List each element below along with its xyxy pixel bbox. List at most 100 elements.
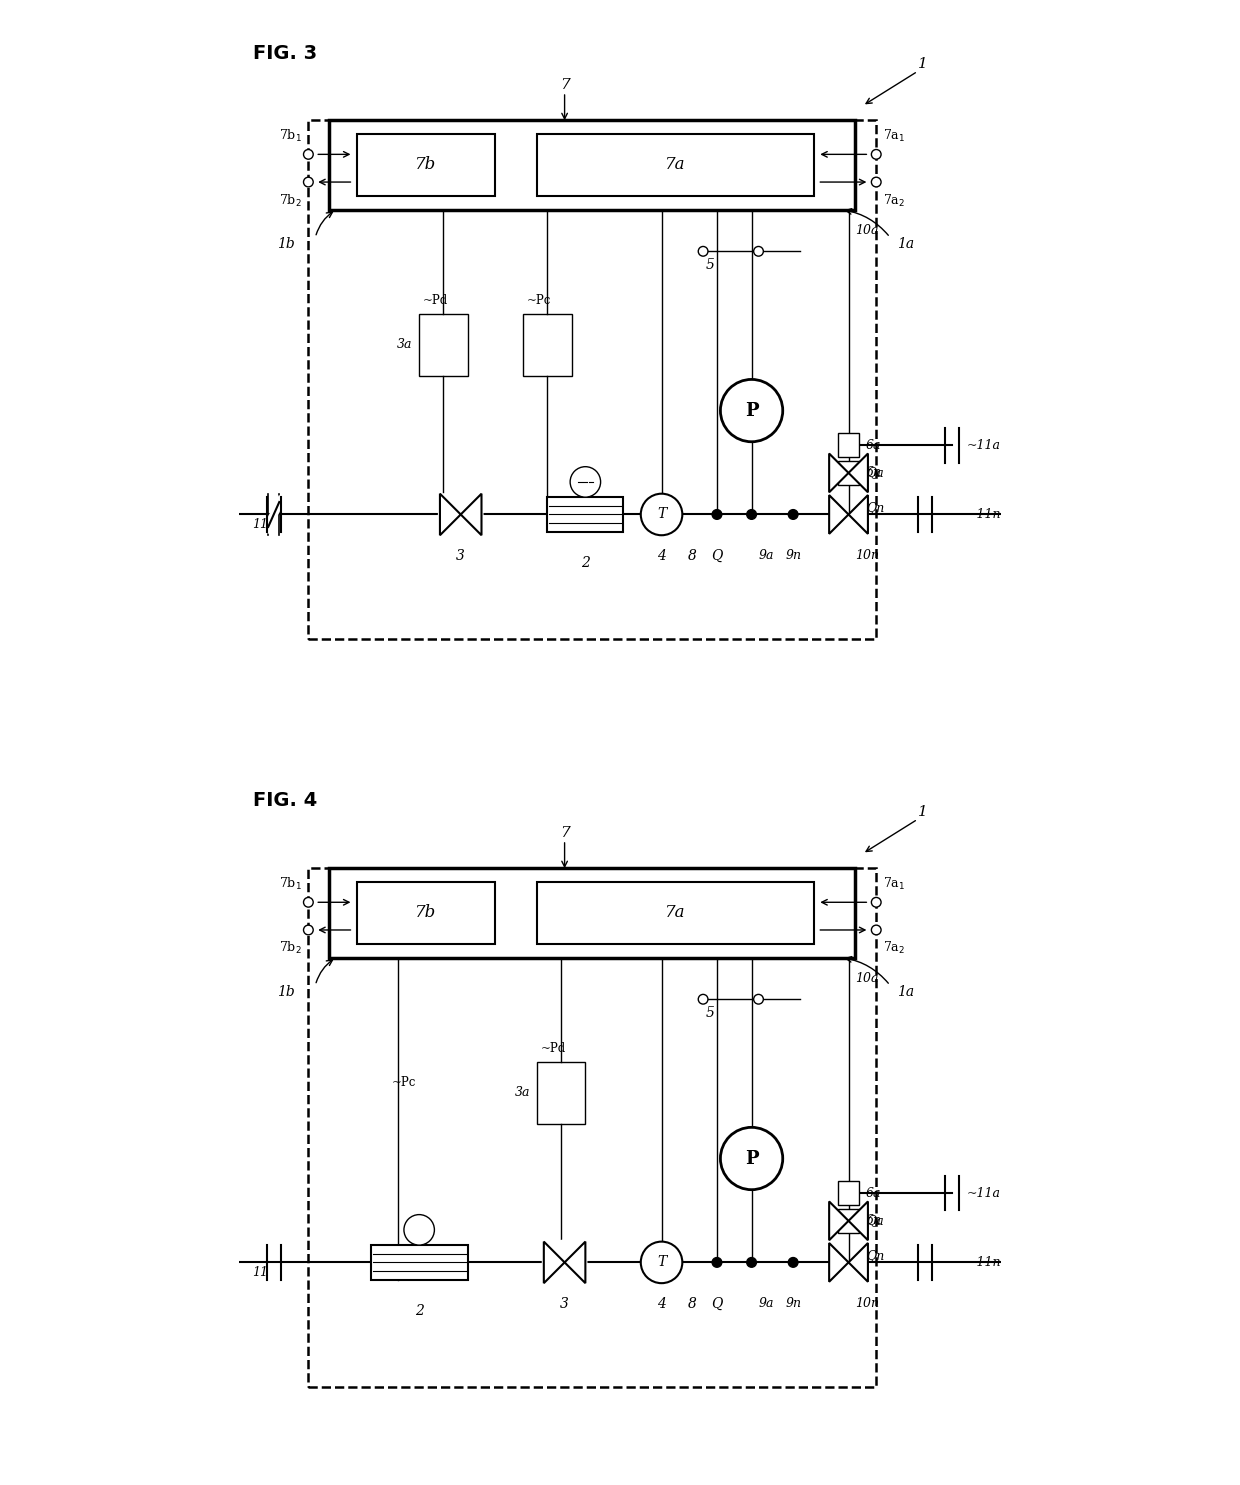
Text: 7b: 7b	[415, 156, 436, 174]
Text: 5: 5	[706, 1005, 714, 1020]
Polygon shape	[848, 453, 868, 493]
Circle shape	[439, 493, 482, 536]
Text: 11: 11	[252, 518, 268, 532]
Circle shape	[746, 509, 756, 520]
Circle shape	[872, 925, 882, 936]
Text: 2: 2	[580, 555, 590, 570]
Circle shape	[872, 150, 882, 159]
Text: 6n: 6n	[866, 1215, 882, 1227]
Text: 5: 5	[706, 258, 714, 272]
Bar	[838, 1181, 859, 1206]
Bar	[309, 120, 877, 639]
Circle shape	[789, 1258, 799, 1267]
Polygon shape	[830, 1243, 848, 1282]
Text: 8: 8	[687, 549, 696, 563]
Text: 7b$_1$: 7b$_1$	[279, 128, 301, 144]
Circle shape	[720, 1127, 782, 1189]
Circle shape	[720, 380, 782, 441]
Bar	[329, 867, 856, 958]
Bar	[537, 1062, 585, 1124]
Text: 7b$_2$: 7b$_2$	[279, 940, 301, 956]
Bar	[357, 882, 495, 944]
Text: 9a: 9a	[759, 1296, 774, 1310]
Circle shape	[641, 493, 682, 535]
Bar	[523, 313, 572, 376]
Text: 8: 8	[687, 1296, 696, 1311]
Text: 7a$_2$: 7a$_2$	[883, 193, 905, 208]
Text: ~Pc: ~Pc	[527, 294, 551, 307]
Text: 7a$_1$: 7a$_1$	[883, 128, 905, 144]
Text: Qn: Qn	[866, 1249, 884, 1262]
Bar	[419, 313, 467, 376]
Text: T: T	[657, 1255, 666, 1270]
Circle shape	[404, 1215, 434, 1244]
Polygon shape	[830, 1201, 848, 1240]
Text: Qa: Qa	[866, 466, 884, 480]
Text: 6a: 6a	[866, 1187, 882, 1200]
Text: 4: 4	[657, 549, 666, 563]
Polygon shape	[848, 495, 868, 533]
Text: 7a: 7a	[665, 156, 686, 174]
Text: ~11n: ~11n	[966, 1256, 1001, 1268]
Text: 1b: 1b	[277, 238, 295, 251]
Text: ~11n: ~11n	[966, 508, 1001, 521]
Polygon shape	[440, 493, 461, 535]
Bar	[329, 120, 856, 209]
Text: ~11a: ~11a	[966, 438, 1001, 451]
Text: FIG. 3: FIG. 3	[253, 43, 317, 62]
Circle shape	[754, 995, 764, 1004]
Circle shape	[789, 509, 799, 520]
Circle shape	[872, 177, 882, 187]
Circle shape	[746, 1258, 756, 1267]
Text: 2: 2	[414, 1304, 424, 1319]
Circle shape	[542, 1240, 587, 1285]
Text: 10n: 10n	[856, 1296, 879, 1310]
Text: ~Pd: ~Pd	[423, 294, 448, 307]
Text: 6n: 6n	[866, 466, 882, 480]
Text: 9n: 9n	[785, 549, 801, 563]
Circle shape	[872, 897, 882, 907]
Circle shape	[754, 247, 764, 255]
Text: 9a: 9a	[759, 549, 774, 563]
Circle shape	[570, 466, 600, 497]
Text: 3: 3	[560, 1296, 569, 1311]
Text: Qa: Qa	[866, 1215, 884, 1227]
Text: 1a: 1a	[897, 986, 914, 999]
Text: Qn: Qn	[866, 500, 884, 514]
Bar	[371, 1244, 467, 1280]
Bar	[537, 134, 813, 196]
Text: FIG. 4: FIG. 4	[253, 792, 317, 811]
Text: 7a: 7a	[665, 904, 686, 921]
Circle shape	[712, 509, 722, 520]
Text: 7a$_1$: 7a$_1$	[883, 876, 905, 892]
Circle shape	[304, 150, 314, 159]
Text: 3a: 3a	[397, 339, 412, 352]
Bar	[838, 460, 859, 486]
Polygon shape	[461, 493, 481, 535]
Text: 7: 7	[559, 79, 569, 92]
Bar	[547, 497, 624, 532]
Text: Q: Q	[712, 1296, 723, 1311]
Polygon shape	[544, 1241, 564, 1283]
Bar	[357, 134, 495, 196]
Text: T: T	[657, 508, 666, 521]
Text: 9n: 9n	[785, 1296, 801, 1310]
Text: Q: Q	[712, 549, 723, 563]
Circle shape	[304, 897, 314, 907]
Polygon shape	[830, 453, 848, 493]
Text: 7b$_2$: 7b$_2$	[279, 193, 301, 208]
Polygon shape	[564, 1241, 585, 1283]
Text: 3a: 3a	[515, 1086, 529, 1099]
Text: 1: 1	[918, 805, 928, 820]
Text: 7: 7	[559, 826, 569, 841]
Circle shape	[641, 1241, 682, 1283]
Text: 4: 4	[657, 1296, 666, 1311]
Bar	[537, 882, 813, 944]
Text: ~11a: ~11a	[966, 1187, 1001, 1200]
Text: 7a$_2$: 7a$_2$	[883, 940, 905, 956]
Text: 1b: 1b	[277, 986, 295, 999]
Circle shape	[304, 925, 314, 936]
Text: 10a: 10a	[856, 971, 879, 985]
Circle shape	[698, 995, 708, 1004]
Polygon shape	[848, 1243, 868, 1282]
